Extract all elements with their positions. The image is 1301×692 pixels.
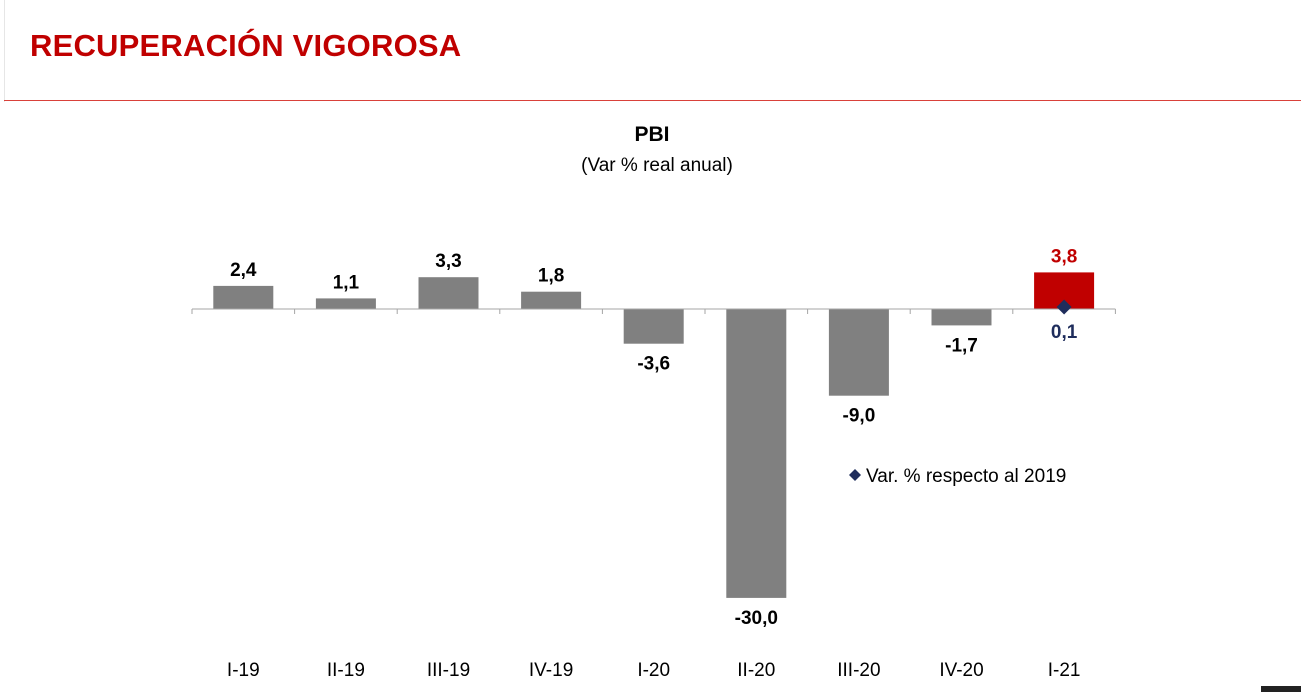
- bar-iii-20: [828, 309, 889, 396]
- bar-ii-20: [726, 309, 787, 598]
- marker-label-i-21: 0,1: [1051, 322, 1078, 343]
- value-label-i-19: 2,4: [230, 260, 257, 281]
- value-labels-group: 2,4 1,1 3,3 1,8 -3,6 -30,0 -9,0 -1,7 3,8: [230, 246, 1077, 629]
- category-label-i-19: I-19: [227, 660, 260, 681]
- value-label-iv-20: -1,7: [945, 335, 978, 356]
- left-edge-rule: [4, 0, 5, 102]
- value-label-i-20: -3,6: [637, 354, 670, 375]
- bar-iv-19: [521, 291, 582, 309]
- bar-i-20: [623, 309, 684, 344]
- corner-mark: [1261, 686, 1301, 692]
- chart-title: PBI: [634, 123, 669, 146]
- legend: Var. % respecto al 2019: [849, 466, 1066, 487]
- bar-iii-19: [418, 277, 479, 309]
- category-labels-group: I-19 II-19 III-19 IV-19 I-20 II-20 III-20 IV-20…: [227, 660, 1081, 681]
- category-label-iv-20: IV-20: [939, 660, 983, 681]
- marker-point-i-21: [1056, 299, 1072, 315]
- legend-label: Var. % respecto al 2019: [866, 466, 1066, 487]
- chart-subtitle: (Var % real anual): [581, 155, 733, 176]
- category-label-ii-20: II-20: [737, 660, 775, 681]
- bar-i-19: [213, 285, 274, 309]
- value-label-ii-20: -30,0: [735, 608, 778, 629]
- bar-iv-20: [931, 309, 992, 326]
- bar-ii-19: [315, 298, 376, 309]
- x-axis: [191, 308, 1116, 314]
- legend-diamond-marker: [849, 469, 861, 481]
- category-label-iii-19: III-19: [427, 660, 470, 681]
- value-label-ii-19: 1,1: [333, 272, 360, 293]
- slide-title: RECUPERACIÓN VIGOROSA: [30, 28, 462, 63]
- category-label-i-20: I-20: [637, 660, 670, 681]
- marker-series-group: 0,1: [1051, 299, 1078, 343]
- category-label-i-21: I-21: [1048, 660, 1081, 681]
- bars-group: [213, 272, 1095, 598]
- category-label-iii-20: III-20: [837, 660, 880, 681]
- value-label-iii-19: 3,3: [435, 251, 461, 272]
- category-label-iv-19: IV-19: [529, 660, 573, 681]
- category-label-ii-19: II-19: [327, 660, 365, 681]
- title-divider: [4, 100, 1301, 101]
- value-label-iii-20: -9,0: [843, 406, 876, 427]
- value-label-iv-19: 1,8: [538, 266, 564, 287]
- value-label-i-21: 3,8: [1051, 246, 1077, 267]
